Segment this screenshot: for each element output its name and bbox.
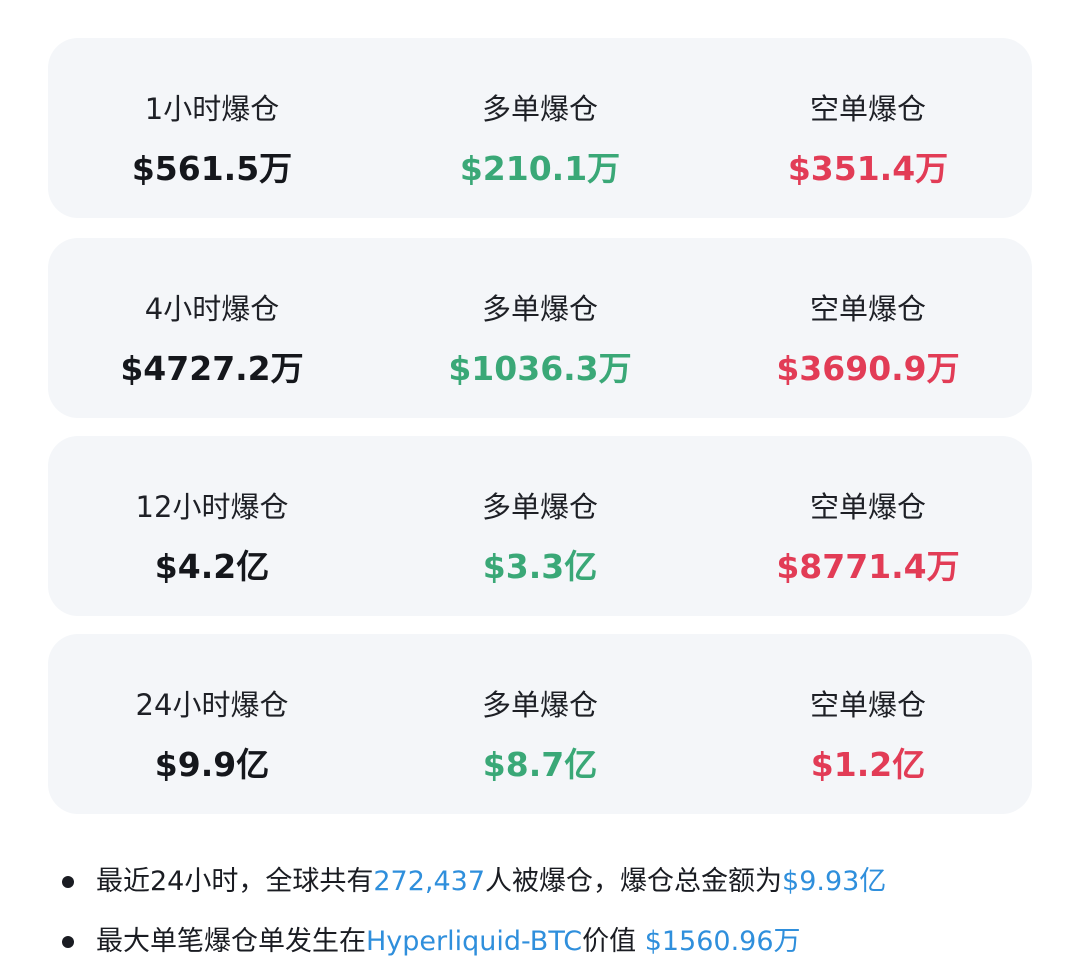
total-value: $561.5万 bbox=[131, 149, 293, 188]
largest-liquidation-market: Hyperliquid-BTC bbox=[366, 926, 583, 957]
short-label: 空单爆仓 bbox=[809, 292, 926, 326]
total-liquidation-column: 24小时爆仓 $9.9亿 bbox=[48, 634, 376, 814]
long-value: $210.1万 bbox=[459, 149, 621, 188]
total-label: 24小时爆仓 bbox=[135, 688, 289, 722]
total-liquidation-column: 12小时爆仓 $4.2亿 bbox=[48, 436, 376, 616]
short-liquidation-column: 空单爆仓 $8771.4万 bbox=[704, 436, 1032, 616]
liquidation-total-amount: $9.93亿 bbox=[782, 866, 887, 897]
short-label: 空单爆仓 bbox=[809, 92, 926, 126]
long-liquidation-column: 多单爆仓 $210.1万 bbox=[376, 38, 704, 218]
total-label: 12小时爆仓 bbox=[135, 490, 289, 524]
long-value: $8.7亿 bbox=[482, 745, 598, 784]
summary-item-total: 最近24小时，全球共有272,437人被爆仓，爆仓总金额为$9.93亿 bbox=[60, 860, 886, 920]
short-liquidation-column: 空单爆仓 $351.4万 bbox=[704, 38, 1032, 218]
liquidated-people-count: 272,437 bbox=[373, 866, 486, 897]
liquidation-card: 4小时爆仓 $4727.2万 多单爆仓 $1036.3万 空单爆仓 $3690.9万 bbox=[48, 238, 1032, 418]
long-liquidation-column: 多单爆仓 $8.7亿 bbox=[376, 634, 704, 814]
total-liquidation-column: 4小时爆仓 $4727.2万 bbox=[48, 238, 376, 418]
liquidation-card: 12小时爆仓 $4.2亿 多单爆仓 $3.3亿 空单爆仓 $8771.4万 bbox=[48, 436, 1032, 616]
long-label: 多单爆仓 bbox=[481, 292, 598, 326]
largest-liquidation-value: $1560.96万 bbox=[644, 926, 801, 957]
summary-text: 最大单笔爆仓单发生在 bbox=[96, 926, 366, 957]
short-label: 空单爆仓 bbox=[809, 688, 926, 722]
bullet-dot-icon bbox=[62, 876, 74, 888]
short-label: 空单爆仓 bbox=[809, 490, 926, 524]
short-liquidation-column: 空单爆仓 $3690.9万 bbox=[704, 238, 1032, 418]
long-label: 多单爆仓 bbox=[481, 92, 598, 126]
total-value: $4727.2万 bbox=[120, 349, 304, 388]
summary-item-largest: 最大单笔爆仓单发生在Hyperliquid-BTC价值 $1560.96万 bbox=[60, 920, 886, 980]
long-value: $3.3亿 bbox=[482, 547, 598, 586]
total-value: $9.9亿 bbox=[154, 745, 270, 784]
short-value: $351.4万 bbox=[787, 149, 949, 188]
short-value: $3690.9万 bbox=[776, 349, 960, 388]
total-label: 1小时爆仓 bbox=[144, 92, 280, 126]
short-value: $8771.4万 bbox=[776, 547, 960, 586]
long-value: $1036.3万 bbox=[448, 349, 632, 388]
long-liquidation-column: 多单爆仓 $3.3亿 bbox=[376, 436, 704, 616]
short-value: $1.2亿 bbox=[810, 745, 926, 784]
summary-text: 人被爆仓，爆仓总金额为 bbox=[485, 866, 783, 897]
total-label: 4小时爆仓 bbox=[144, 292, 280, 326]
liquidation-card: 24小时爆仓 $9.9亿 多单爆仓 $8.7亿 空单爆仓 $1.2亿 bbox=[48, 634, 1032, 814]
bullet-dot-icon bbox=[62, 936, 74, 948]
long-label: 多单爆仓 bbox=[481, 688, 598, 722]
summary-list: 最近24小时，全球共有272,437人被爆仓，爆仓总金额为$9.93亿 最大单笔… bbox=[60, 860, 886, 980]
summary-text: 最近24小时，全球共有 bbox=[96, 866, 374, 897]
short-liquidation-column: 空单爆仓 $1.2亿 bbox=[704, 634, 1032, 814]
liquidation-card: 1小时爆仓 $561.5万 多单爆仓 $210.1万 空单爆仓 $351.4万 bbox=[48, 38, 1032, 218]
summary-text: 价值 bbox=[582, 926, 645, 957]
long-liquidation-column: 多单爆仓 $1036.3万 bbox=[376, 238, 704, 418]
total-liquidation-column: 1小时爆仓 $561.5万 bbox=[48, 38, 376, 218]
total-value: $4.2亿 bbox=[154, 547, 270, 586]
long-label: 多单爆仓 bbox=[481, 490, 598, 524]
